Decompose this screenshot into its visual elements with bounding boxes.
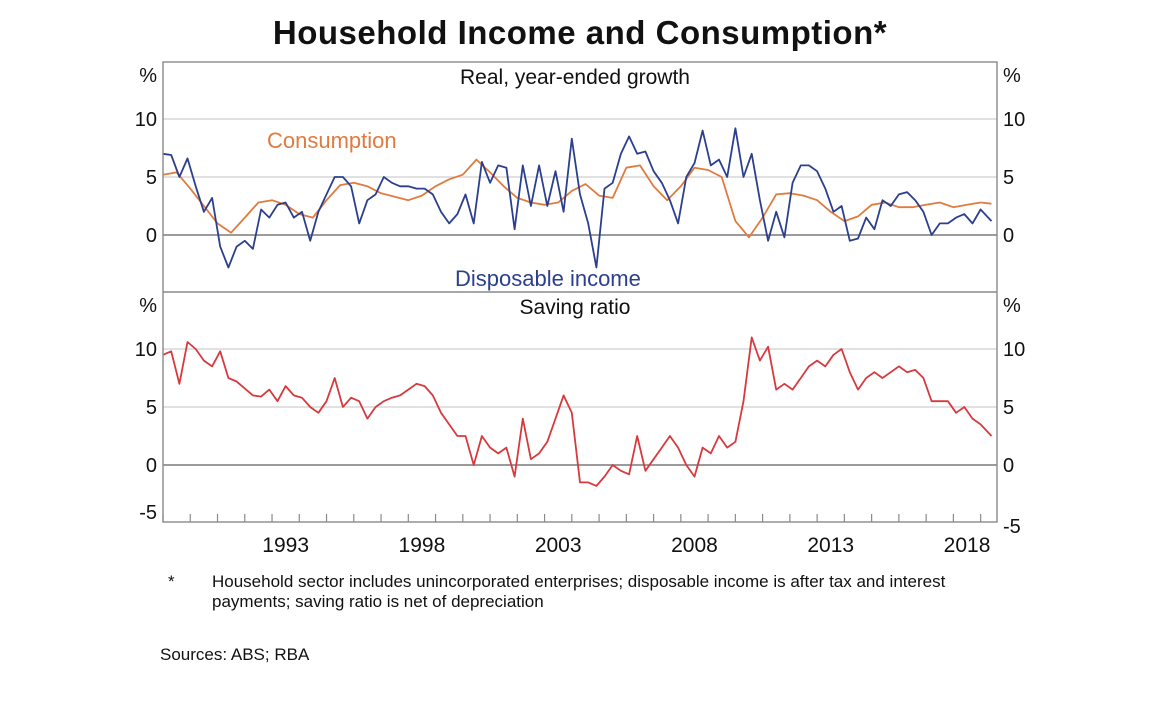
series-line-disposable-income [162, 127, 993, 269]
x-tick-label: 2008 [671, 534, 718, 557]
y-tick-label-left: 0 [146, 455, 157, 477]
y-unit-label-right: % [1003, 295, 1021, 317]
sources-note: Sources: ABS; RBA [160, 645, 310, 664]
series-label-disposable-income: Disposable income [455, 266, 641, 291]
panel-subtitle: Saving ratio [520, 296, 631, 319]
x-tick-label: 2018 [944, 534, 991, 557]
y-tick-label-right: 10 [1003, 109, 1025, 131]
y-tick-label-right: 5 [1003, 167, 1014, 189]
y-tick-label-right: 0 [1003, 225, 1014, 247]
y-unit-label-right: % [1003, 65, 1021, 87]
series-line-saving-ratio [162, 336, 993, 487]
x-tick-label: 1998 [399, 534, 446, 557]
y-tick-label-right: 0 [1003, 455, 1014, 477]
y-unit-label-left: % [139, 295, 157, 317]
y-tick-label-left: 5 [146, 167, 157, 189]
y-tick-label-left: 10 [135, 109, 157, 131]
series-label-consumption: Consumption [267, 128, 397, 153]
y-tick-label-left: 5 [146, 397, 157, 419]
y-tick-label-left: 0 [146, 225, 157, 247]
x-tick-label: 1993 [262, 534, 309, 557]
y-tick-label-left: -5 [139, 502, 157, 524]
y-unit-label-left: % [139, 65, 157, 87]
footnote-text: Household sector includes unincorporated… [212, 572, 946, 611]
y-tick-label-right: -5 [1003, 516, 1021, 538]
x-tick-label: 2013 [807, 534, 854, 557]
x-tick-label: 2003 [535, 534, 582, 557]
panel-subtitle: Real, year-ended growth [460, 66, 690, 89]
y-tick-label-left: 10 [135, 339, 157, 361]
footnote-marker: * [168, 572, 175, 591]
chart-title: Household Income and Consumption* [272, 14, 888, 51]
y-tick-label-right: 10 [1003, 339, 1025, 361]
y-tick-label-right: 5 [1003, 397, 1014, 419]
